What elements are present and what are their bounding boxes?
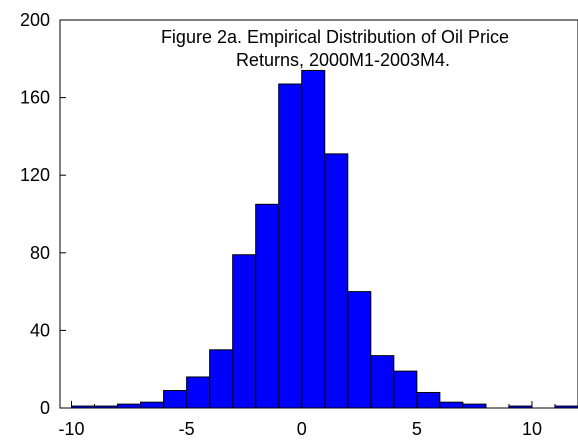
y-tick-label: 160 [20,88,50,108]
y-tick-label: 200 [20,10,50,30]
histogram-bar-5 [186,376,211,409]
histogram-bar-9 [278,83,303,409]
x-axis-tick-labels: -10 -5 0 5 10 [59,419,542,439]
histogram-bar-7 [232,254,257,409]
bars-layer [71,69,578,409]
chart-title: Figure 2a. Empirical Distribution of Oil… [161,27,509,47]
histogram-bar-15 [416,391,441,409]
histogram-bar-12 [347,291,372,409]
x-tick-label: 0 [297,419,307,439]
histogram-bar-11 [324,153,349,409]
y-axis-tick-labels: 0 40 80 120 160 200 [20,10,50,418]
histogram-bar-2 [117,403,142,409]
histogram-bar-3 [140,401,165,409]
histogram-bar-10 [301,69,326,409]
x-tick-label: -5 [179,419,195,439]
chart-subtitle: Returns, 2000M1-2003M4. [236,50,450,70]
histogram-bar-6 [209,349,234,409]
x-tick-label: 10 [522,419,542,439]
x-axis-ticks [71,401,578,408]
x-tick-label: 5 [412,419,422,439]
histogram-bar-14 [393,370,418,409]
histogram-bar-17 [462,403,487,409]
x-tick-label: -10 [59,419,85,439]
plot-frame [59,19,578,409]
histogram-bar-8 [255,203,280,409]
y-tick-label: 0 [40,398,50,418]
histogram-bar-4 [163,390,188,409]
y-tick-label: 120 [20,165,50,185]
y-tick-label: 80 [30,243,50,263]
histogram-bar-13 [370,355,395,409]
y-tick-label: 40 [30,320,50,340]
histogram-bar-16 [439,401,464,409]
